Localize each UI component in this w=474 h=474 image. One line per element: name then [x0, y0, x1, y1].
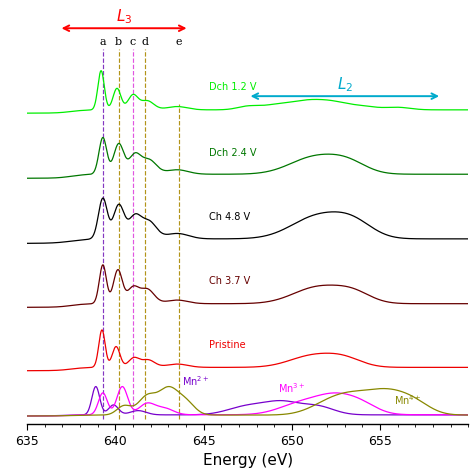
Text: Dch 2.4 V: Dch 2.4 V — [209, 147, 256, 157]
Text: a: a — [100, 37, 106, 47]
Text: d: d — [142, 37, 149, 47]
Text: Mn$^{3+}$: Mn$^{3+}$ — [278, 382, 305, 395]
Text: Ch 3.7 V: Ch 3.7 V — [209, 276, 250, 286]
Text: Dch 1.2 V: Dch 1.2 V — [209, 82, 256, 92]
Text: e: e — [175, 37, 182, 47]
Text: $L_3$: $L_3$ — [116, 7, 132, 26]
Text: Mn$^{4+}$: Mn$^{4+}$ — [394, 393, 421, 407]
Text: $L_2$: $L_2$ — [337, 75, 353, 94]
Text: Ch 4.8 V: Ch 4.8 V — [209, 212, 250, 222]
X-axis label: Energy (eV): Energy (eV) — [202, 454, 293, 468]
Text: c: c — [130, 37, 136, 47]
Text: Pristine: Pristine — [209, 340, 246, 350]
Text: b: b — [115, 37, 122, 47]
Text: Mn$^{2+}$: Mn$^{2+}$ — [182, 374, 210, 388]
